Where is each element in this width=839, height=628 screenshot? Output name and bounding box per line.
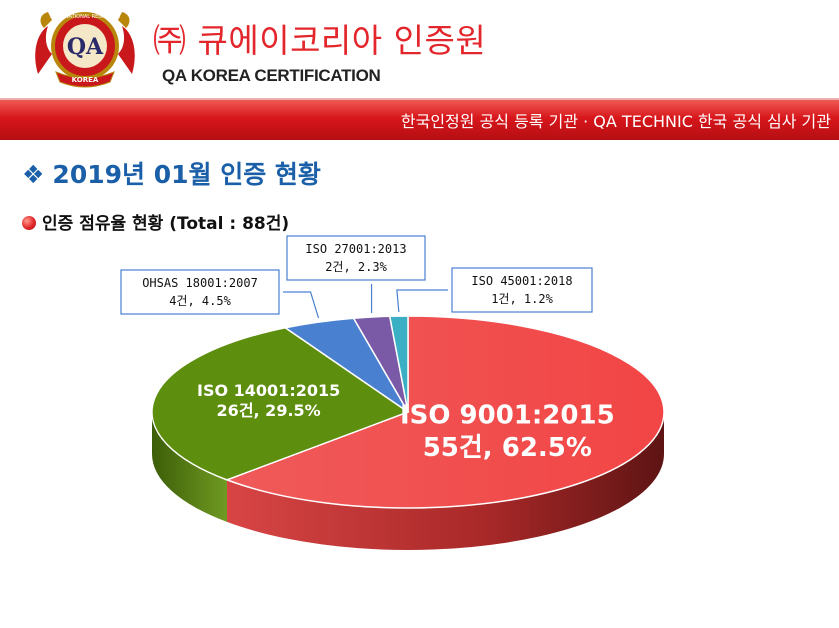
slice-label-name-iso-9001-2015: ISO 9001:2015	[400, 401, 615, 431]
callout-value-iso-45001-2018: 1건, 1.2%	[491, 292, 553, 306]
chart-subtitle-text: 인증 점유율 현황 (Total : 88건)	[42, 214, 290, 234]
pie-slices	[151, 315, 665, 509]
company-logo: INTERNATIONAL REGISTRAR QA KOREA	[35, 12, 135, 88]
company-name-korean: ㈜ 큐에이코리아 인증원	[153, 21, 487, 60]
callout-name-iso-27001-2013: ISO 27001:2013	[305, 242, 406, 256]
logo-banner-text: KOREA	[72, 76, 99, 84]
page-title-text: 2019년 01월 인증 현황	[52, 160, 321, 189]
callout-value-iso-27001-2013: 2건, 2.3%	[325, 260, 387, 274]
callout-box-iso-27001-2013	[286, 235, 426, 281]
slice-label-value-iso-14001-2015: 26건, 29.5%	[217, 401, 321, 420]
pie-sides	[152, 412, 665, 551]
diamond-bullet-icon: ❖	[22, 160, 45, 189]
callout-line-ohsas-18001-2007	[283, 291, 320, 319]
callout-box-ohsas-18001-2007	[120, 269, 280, 315]
red-ball-bullet-icon	[22, 216, 36, 230]
lion-crest-icon	[35, 12, 135, 74]
callout-line-iso-45001-2018	[396, 289, 448, 313]
pie-slice-iso-45001-2018	[388, 315, 409, 413]
pie-side-iso-14001-2015	[152, 412, 227, 522]
banner-text: 한국인정원 공식 등록 기관 · QA TECHNIC 한국 공식 심사 기관	[400, 112, 831, 131]
callout-box-iso-45001-2018	[451, 267, 593, 313]
pie-slice-iso-9001-2015	[224, 315, 665, 509]
pie-slice-iso-14001-2015	[151, 326, 410, 481]
slice-label-value-iso-9001-2015: 55건, 62.5%	[423, 433, 592, 463]
company-name-english: QA KOREA CERTIFICATION	[162, 66, 381, 85]
pie-side-iso-9001-2015	[226, 412, 665, 551]
logo-ring-text: INTERNATIONAL REGISTRAR	[50, 14, 121, 20]
slice-label-name-iso-14001-2015: ISO 14001:2015	[197, 381, 340, 400]
header-banner: 한국인정원 공식 등록 기관 · QA TECHNIC 한국 공식 심사 기관	[0, 98, 839, 140]
page-title: ❖ 2019년 01월 인증 현황	[22, 155, 321, 191]
callout-value-ohsas-18001-2007: 4건, 4.5%	[169, 294, 231, 308]
chart-subtitle: 인증 점유율 현황 (Total : 88건)	[22, 209, 289, 234]
pie-callouts: OHSAS 18001:2007 4건, 4.5% ISO 27001:2013 2건…	[120, 235, 593, 319]
callout-name-iso-45001-2018: ISO 45001:2018	[471, 274, 572, 288]
callout-name-ohsas-18001-2007: OHSAS 18001:2007	[142, 276, 258, 290]
logo-center-text: QA	[67, 34, 104, 60]
